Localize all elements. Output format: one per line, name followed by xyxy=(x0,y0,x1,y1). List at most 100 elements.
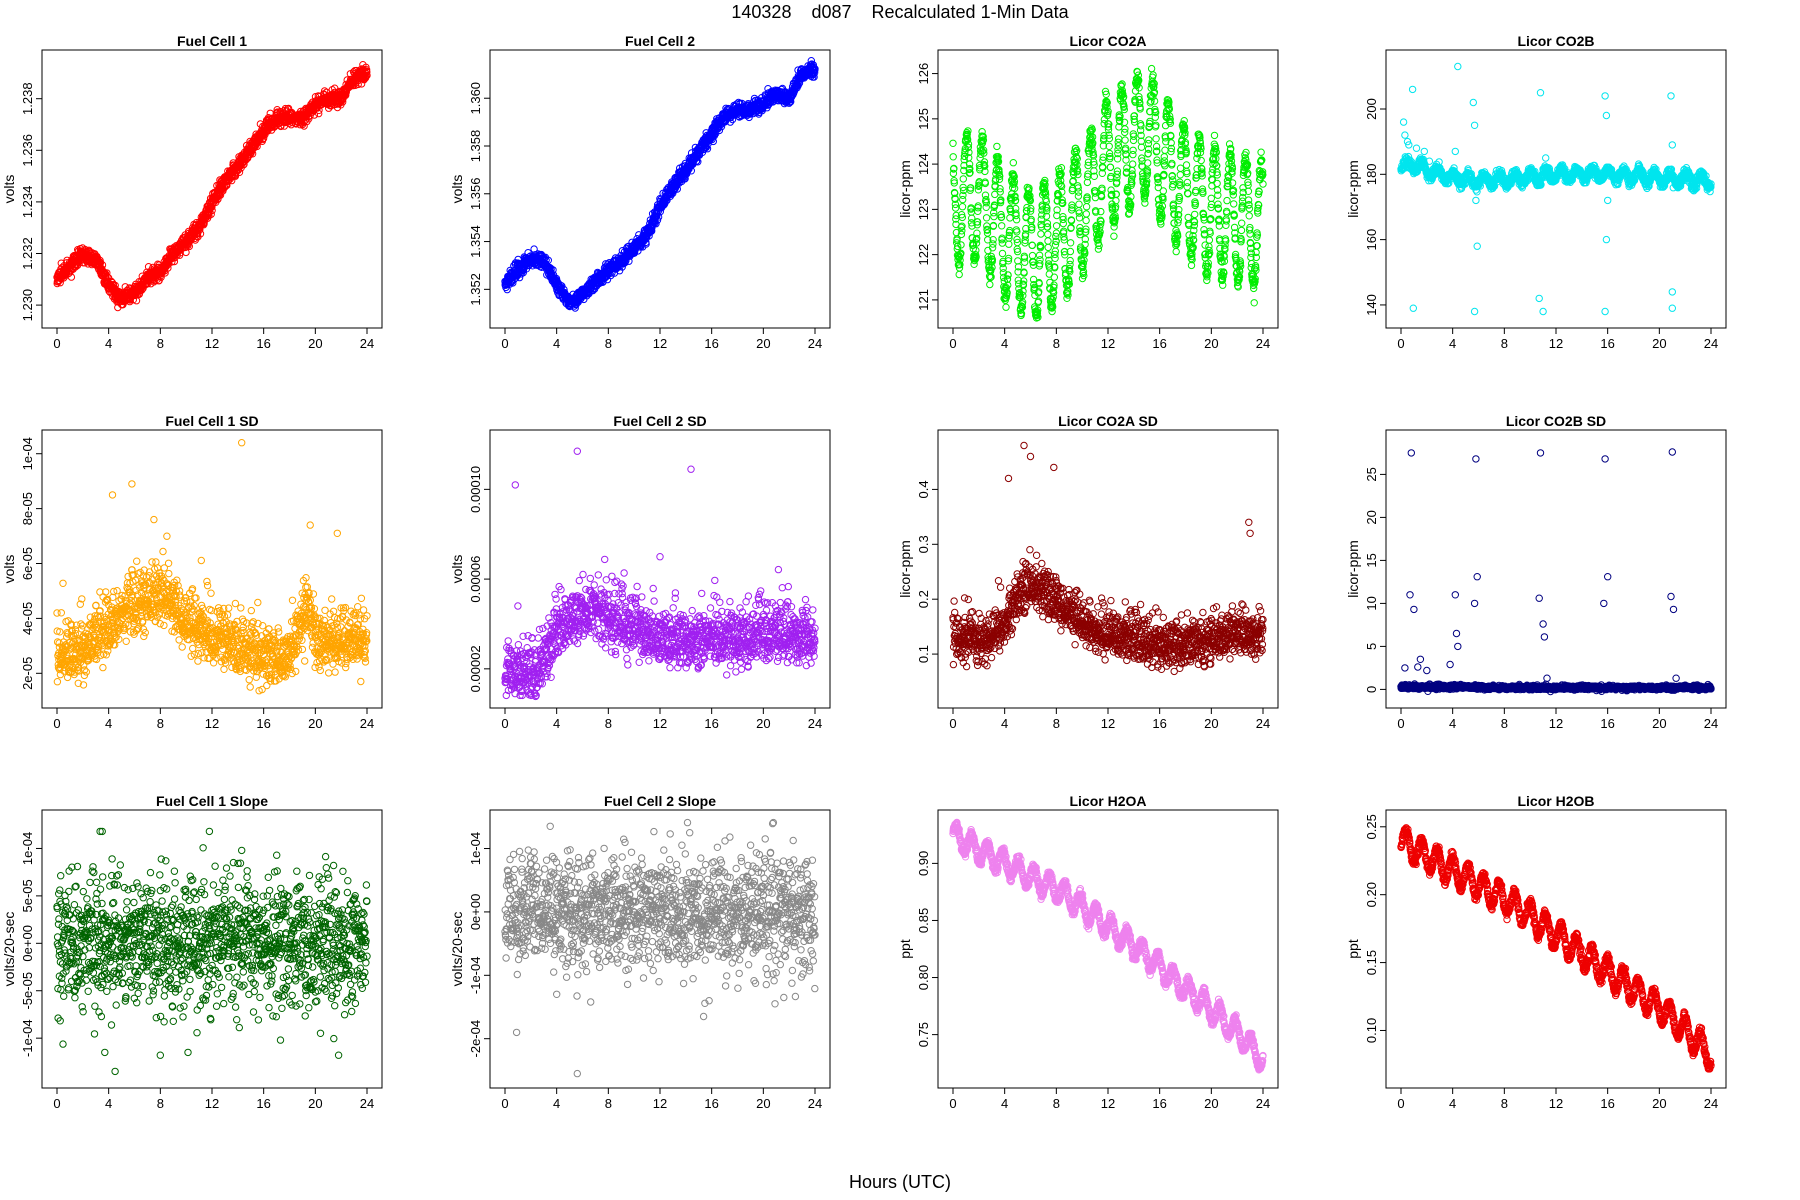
data-point xyxy=(1082,210,1091,218)
x-tick-label: 16 xyxy=(1600,336,1614,351)
x-tick-label: 8 xyxy=(157,336,164,351)
x-tick-label: 16 xyxy=(704,336,718,351)
x-tick-label: 24 xyxy=(1704,336,1718,351)
y-tick-label: 200 xyxy=(1364,98,1379,120)
data-point xyxy=(1215,222,1224,230)
y-tick-label: 124 xyxy=(916,153,931,175)
data-point xyxy=(1074,188,1083,196)
y-axis-label: licor-ppm xyxy=(1345,160,1361,218)
panel-title: Fuel Cell 2 xyxy=(625,33,695,49)
y-tick-label: 1.352 xyxy=(468,273,483,306)
x-tick-label: 0 xyxy=(53,336,60,351)
data-point xyxy=(1121,136,1129,144)
y-axis-label: volts xyxy=(1,175,17,204)
data-point xyxy=(1066,239,1075,247)
data-series xyxy=(501,57,819,312)
x-tick-label: 8 xyxy=(1053,336,1060,351)
x-tick-label: 0 xyxy=(949,336,956,351)
data-point xyxy=(1075,214,1084,222)
data-point xyxy=(993,142,1001,151)
x-tick-label: 12 xyxy=(653,336,667,351)
y-axis-label: licor-ppm xyxy=(897,160,913,218)
data-point xyxy=(1082,203,1091,211)
panel-title: Licor CO2B xyxy=(1517,33,1594,49)
data-point xyxy=(1230,200,1238,208)
figure-title: 140328 d087 Recalculated 1-Min Data xyxy=(731,2,1069,22)
x-tick-label: 4 xyxy=(105,336,112,351)
data-point xyxy=(1012,216,1021,224)
data-point xyxy=(955,270,963,279)
data-point xyxy=(1145,136,1153,144)
x-tick-label: 12 xyxy=(1101,336,1115,351)
data-point xyxy=(1159,187,1168,195)
data-point xyxy=(1037,230,1045,238)
data-point xyxy=(998,222,1006,230)
x-tick-label: 16 xyxy=(256,336,270,351)
y-tick-label: 126 xyxy=(916,63,931,85)
data-point xyxy=(1172,247,1180,256)
data-point xyxy=(1213,179,1221,188)
x-tick-label: 8 xyxy=(605,336,612,351)
data-point xyxy=(1129,146,1137,155)
y-tick-label: 123 xyxy=(916,199,931,221)
data-point xyxy=(1144,159,1152,167)
y-tick-label: 1.358 xyxy=(468,130,483,163)
data-point xyxy=(1106,163,1115,172)
x-tick-label: 0 xyxy=(501,336,508,351)
y-axis-label: volts xyxy=(449,175,465,204)
data-point xyxy=(1176,171,1185,179)
data-point xyxy=(998,249,1007,258)
data-series xyxy=(53,60,371,312)
data-point xyxy=(1110,232,1118,240)
data-point xyxy=(1141,199,1149,207)
x-tick-label: 0 xyxy=(1397,336,1404,351)
data-series xyxy=(1397,62,1715,316)
data-point xyxy=(1005,240,1013,248)
data-point xyxy=(67,273,76,281)
x-tick-label: 20 xyxy=(1204,336,1218,351)
data-point xyxy=(1182,161,1191,169)
x-tick-label: 16 xyxy=(1152,336,1166,351)
x-tick-label: 8 xyxy=(1501,336,1508,351)
x-tick-label: 20 xyxy=(756,336,770,351)
data-point xyxy=(949,139,957,148)
data-point xyxy=(982,214,991,222)
data-point xyxy=(1184,213,1192,222)
y-tick-label: 1.230 xyxy=(20,289,35,322)
y-tick-label: 1.356 xyxy=(468,178,483,211)
y-tick-label: 140 xyxy=(1364,294,1379,316)
data-point xyxy=(1009,159,1017,167)
data-point xyxy=(1137,143,1146,151)
data-point xyxy=(1223,196,1231,205)
panel-title: Fuel Cell 1 xyxy=(177,33,247,49)
data-point xyxy=(1129,160,1137,168)
data-point xyxy=(984,246,992,255)
data-point xyxy=(1245,212,1253,220)
data-point xyxy=(98,261,107,269)
x-tick-label: 24 xyxy=(808,336,822,351)
y-tick-label: 160 xyxy=(1364,229,1379,251)
x-tick-label: 4 xyxy=(553,336,560,351)
x-tick-label: 4 xyxy=(1449,336,1456,351)
y-tick-label: 1.234 xyxy=(20,186,35,219)
data-point xyxy=(1082,216,1090,225)
data-point xyxy=(959,175,967,183)
data-series xyxy=(949,64,1267,322)
data-point xyxy=(990,212,998,221)
data-point xyxy=(1066,256,1074,265)
data-point xyxy=(1246,230,1254,238)
x-tick-label: 20 xyxy=(1652,336,1666,351)
data-point xyxy=(1191,210,1199,219)
data-point xyxy=(1075,200,1083,208)
data-point xyxy=(1044,237,1052,245)
data-point xyxy=(958,203,967,211)
y-tick-label: 1.360 xyxy=(468,82,483,115)
data-point xyxy=(1237,226,1246,235)
y-tick-label: 122 xyxy=(916,244,931,266)
data-point xyxy=(1238,219,1246,227)
y-tick-label: 1.354 xyxy=(468,225,483,258)
data-point xyxy=(1050,273,1059,281)
panel-title: Licor CO2A xyxy=(1069,33,1146,49)
